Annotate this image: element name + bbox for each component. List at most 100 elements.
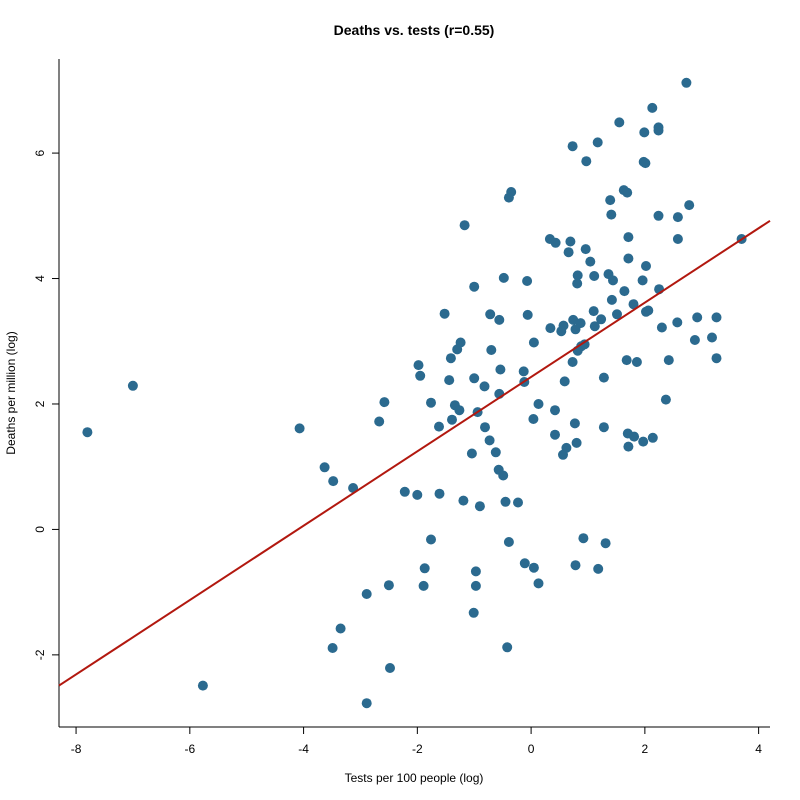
data-point [567, 357, 578, 367]
x-tick-label: 4 [755, 742, 762, 756]
data-point [419, 563, 430, 574]
y-axis-label: Deaths per million (log) [4, 331, 18, 454]
data-point [452, 344, 463, 355]
data-point [494, 314, 505, 325]
data-point [711, 312, 722, 323]
data-point [328, 476, 339, 487]
y-tick-label: 4 [33, 275, 47, 282]
data-point [399, 486, 410, 497]
data-point [447, 414, 457, 425]
data-point [502, 642, 513, 653]
data-point [374, 416, 385, 427]
data-point [319, 462, 330, 473]
chart-title: Deaths vs. tests (r=0.55) [334, 22, 495, 38]
data-point [629, 431, 640, 442]
data-point [565, 236, 576, 247]
data-point [533, 578, 544, 589]
data-point [637, 275, 648, 286]
data-point [519, 558, 530, 569]
data-point [479, 381, 490, 392]
data-point [572, 270, 583, 281]
data-point [413, 360, 424, 371]
data-point [614, 117, 625, 128]
data-point [588, 306, 599, 317]
y-tick-label: 2 [33, 400, 47, 407]
data-point [550, 429, 560, 440]
data-point [672, 212, 683, 223]
x-tick-label: -8 [71, 742, 82, 756]
data-point [711, 353, 722, 364]
data-point [556, 326, 567, 337]
data-point [592, 137, 603, 148]
data-point [518, 366, 529, 377]
data-point [127, 380, 138, 391]
data-point [598, 422, 609, 433]
data-point [522, 309, 533, 320]
data-point [647, 432, 658, 443]
x-axis-ticks: -8 -6 -4 -2 0 2 4 [71, 727, 762, 756]
data-point [600, 538, 611, 549]
data-point [495, 364, 506, 375]
data-point [327, 643, 338, 653]
data-point [598, 372, 609, 383]
data-point [335, 623, 346, 634]
data-point [647, 102, 658, 113]
data-point [619, 286, 630, 297]
data-point [469, 281, 480, 292]
data-point [684, 200, 695, 211]
data-point [612, 309, 622, 320]
data-point [415, 370, 426, 381]
x-tick-label: -2 [412, 742, 423, 756]
data-point [623, 441, 634, 452]
data-point [383, 580, 394, 591]
data-point [379, 397, 390, 408]
data-point [528, 414, 539, 424]
data-point [485, 309, 496, 320]
data-point [500, 496, 511, 507]
data-point [82, 427, 93, 438]
data-point [445, 353, 456, 364]
data-point [653, 210, 664, 221]
data-point [681, 77, 692, 88]
data-point [385, 663, 395, 673]
data-point [348, 483, 359, 493]
data-point [559, 376, 570, 387]
y-tick-label: -2 [33, 649, 47, 660]
data-point [622, 187, 633, 198]
data-point [361, 698, 372, 709]
data-point [640, 158, 651, 169]
data-point [528, 562, 539, 573]
data-point [643, 305, 654, 316]
data-point [570, 560, 581, 571]
data-point [470, 566, 481, 577]
data-point [656, 322, 667, 333]
data-point [605, 195, 616, 206]
data-point [470, 580, 481, 591]
data-point [545, 323, 556, 334]
data-point [707, 332, 717, 343]
data-point [563, 247, 574, 258]
data-point [474, 501, 485, 512]
data-point [641, 261, 651, 271]
data-point [480, 422, 490, 433]
data-point [439, 308, 450, 319]
data-point [608, 275, 618, 286]
data-point [458, 495, 469, 506]
data-point [528, 337, 539, 348]
x-tick-label: -4 [298, 742, 309, 756]
data-point [468, 607, 479, 618]
data-point [638, 436, 649, 447]
plot-area [58, 59, 771, 728]
data-point [294, 423, 305, 434]
data-point [580, 244, 591, 255]
data-point [412, 489, 423, 500]
data-point [672, 234, 683, 244]
data-point [628, 299, 639, 310]
data-point [498, 272, 509, 283]
y-axis-ticks: -2 0 2 4 6 [33, 149, 59, 660]
data-point [197, 680, 208, 691]
data-point [663, 355, 674, 366]
data-point [631, 357, 642, 367]
x-axis-label: Tests per 100 people (log) [345, 771, 484, 785]
data-point [503, 537, 514, 547]
